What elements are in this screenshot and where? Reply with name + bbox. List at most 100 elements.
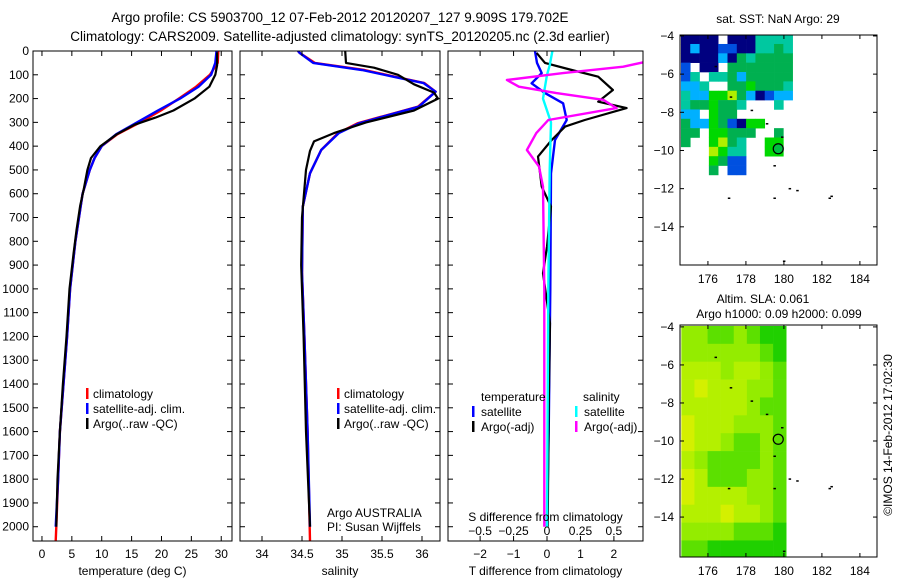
- sst-cell: [718, 137, 728, 148]
- island-mark: [828, 487, 832, 490]
- sla-cell: [759, 415, 774, 434]
- sst-cell: [718, 72, 728, 82]
- sst-cell: [755, 72, 766, 82]
- sla-cell: [733, 397, 748, 416]
- sst-cell: [708, 128, 719, 138]
- sst-cell: [774, 43, 784, 54]
- y-tick-label: 400: [9, 139, 29, 153]
- y-tick-label: 1500: [2, 401, 29, 415]
- sst-cell: [699, 90, 710, 101]
- sla-cell: [759, 379, 774, 398]
- sst-cell: [708, 43, 719, 54]
- series-line-s-satellite: [541, 51, 554, 527]
- x2-tick-label: −0.5: [468, 524, 492, 538]
- legend-label: satellite-adj. clim.: [93, 402, 185, 416]
- legend-header-salinity: salinity: [583, 390, 620, 404]
- sla-cell: [720, 361, 735, 380]
- x-tick-label: 35.5: [370, 547, 394, 561]
- legend-label-satellite: satellite: [481, 405, 522, 419]
- sst-cell: [783, 81, 793, 92]
- sla-cell: [694, 379, 708, 398]
- lat-tick-label: −8: [660, 396, 674, 410]
- sst-cell: [727, 109, 738, 120]
- series-line-argo-raw-qc-: [55, 52, 219, 527]
- sst-cell: [690, 43, 700, 54]
- x-tick-label: 0: [39, 547, 46, 561]
- float-annotation: PI: Susan Wijffels: [327, 520, 421, 534]
- sla-cell: [759, 325, 774, 345]
- sst-cell: [736, 137, 747, 148]
- sla-cell: [733, 433, 748, 452]
- panel-salinity: 34 34.5 35 35.5 36 salinity climatologysatelli…: [240, 50, 440, 578]
- island-mark: [714, 65, 718, 68]
- island-mark: [781, 426, 784, 429]
- legend-label-argo: Argo(-adj): [584, 420, 637, 434]
- sst-cell: [746, 62, 756, 73]
- sst-cell: [727, 34, 738, 45]
- sla-cell: [681, 397, 695, 416]
- sst-cell: [746, 90, 756, 101]
- sst-cell: [718, 43, 728, 54]
- sla-cell: [773, 451, 787, 470]
- sla-cell: [746, 451, 761, 470]
- sst-cell: [746, 53, 756, 63]
- sst-cell: [736, 128, 747, 138]
- map-frame-sst-map: [679, 34, 878, 266]
- y-tick-label: 1400: [2, 377, 29, 391]
- sla-cell: [733, 361, 748, 380]
- sla-cell: [707, 397, 721, 416]
- plot-frame-salinity: [239, 50, 441, 542]
- sla-cell: [773, 379, 787, 398]
- sst-cell: [764, 90, 775, 101]
- x-tick-label: 36: [415, 547, 429, 561]
- sla-cell: [759, 433, 774, 452]
- sst-cell: [774, 81, 784, 92]
- sst-cell: [736, 165, 747, 176]
- x2-tick-label: 0.25: [569, 524, 593, 538]
- sst-cell: [736, 53, 747, 63]
- sst-cell: [718, 53, 728, 63]
- lon-tick-label: 180: [774, 272, 794, 286]
- sst-cell: [690, 81, 700, 92]
- map-frame-sla-map: [679, 324, 878, 558]
- sla-cell: [759, 522, 774, 541]
- y-tick-label: 900: [9, 258, 29, 272]
- sla-cell: [694, 486, 708, 506]
- sst-cell: [690, 72, 700, 82]
- sst-cell: [680, 109, 691, 120]
- sst-cell: [727, 165, 738, 176]
- sst-cell: [690, 128, 700, 138]
- sla-cell: [773, 468, 787, 488]
- sst-cell: [736, 156, 747, 166]
- sla-cell: [733, 343, 748, 363]
- y-tick-label: 500: [9, 163, 29, 177]
- sst-cell: [755, 118, 766, 129]
- sst-cell: [746, 128, 756, 138]
- sla-cell: [694, 504, 708, 523]
- sla-cell: [681, 325, 695, 345]
- sla-cell: [733, 379, 748, 398]
- float-annotation: Argo AUSTRALIA: [327, 506, 422, 520]
- sla-cell: [773, 325, 787, 345]
- sst-cell: [680, 34, 691, 45]
- sst-cell: [783, 90, 793, 101]
- sst-cell: [708, 165, 719, 176]
- sla-cell: [681, 415, 695, 434]
- argo-position-marker: [772, 433, 784, 445]
- sst-cell: [699, 118, 710, 129]
- sla-cell: [707, 379, 721, 398]
- island-mark: [750, 109, 754, 112]
- sla-cell: [746, 325, 761, 345]
- sla-cell: [759, 468, 774, 488]
- sst-cell: [764, 146, 775, 157]
- sst-cell: [699, 62, 710, 73]
- sla-cell: [773, 486, 787, 506]
- x-tick-label: 5: [69, 547, 76, 561]
- sla-map-title: Altim. SLA: 0.061: [717, 292, 810, 306]
- island-mark: [773, 455, 776, 458]
- sst-cell: [718, 100, 728, 110]
- sla-cell: [720, 451, 735, 470]
- y-tick-label: 200: [9, 92, 29, 106]
- lon-tick-label: 180: [774, 564, 794, 578]
- lon-tick-label: 184: [850, 564, 870, 578]
